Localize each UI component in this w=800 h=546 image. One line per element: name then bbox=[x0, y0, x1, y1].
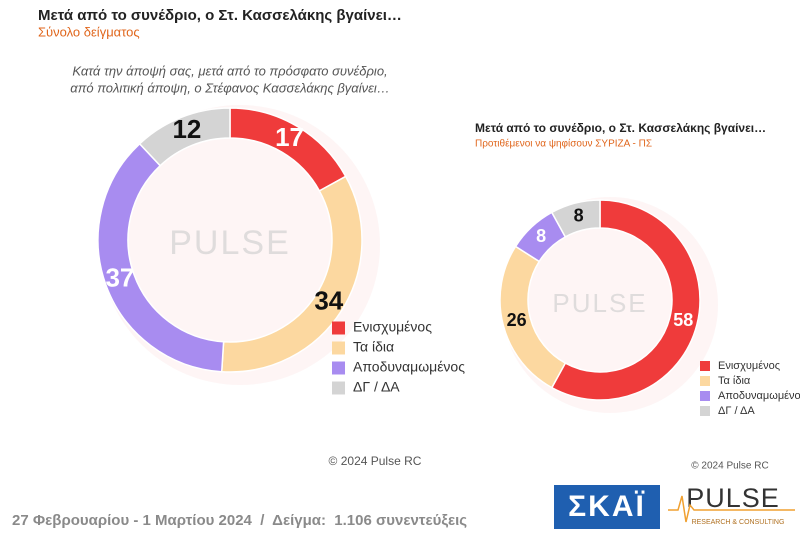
legend-swatch bbox=[332, 361, 345, 375]
data-label: 8 bbox=[574, 205, 584, 225]
data-label: 12 bbox=[172, 114, 201, 144]
question: Κατά την άποψή σας, μετά από το πρόσφατο… bbox=[72, 63, 387, 78]
chart-title: Μετά από το συνέδριο, ο Στ. Κασσελάκης β… bbox=[475, 121, 766, 135]
footer: 27 Φεβρουαρίου - 1 Μαρτίου 2024 / Δείγμα… bbox=[12, 512, 467, 529]
donut-slice bbox=[550, 199, 701, 401]
copyright: © 2024 Pulse RC bbox=[691, 461, 768, 472]
data-label: 8 bbox=[536, 226, 546, 246]
watermark: PULSE bbox=[552, 288, 647, 318]
pulse-logo-text: PULSE bbox=[686, 483, 780, 513]
skai-logo bbox=[554, 485, 660, 529]
question: από πολιτική άποψη, ο Στέφανος Κασσελάκη… bbox=[70, 80, 389, 95]
legend-swatch bbox=[700, 361, 710, 371]
legend-swatch bbox=[700, 376, 710, 386]
data-label: 17 bbox=[275, 122, 304, 152]
watermark: PULSE bbox=[169, 224, 291, 262]
legend-label: ΔΓ / ΔΑ bbox=[718, 405, 755, 417]
legend-swatch bbox=[332, 341, 345, 355]
legend-label: Αποδυναμωμένος bbox=[718, 390, 800, 402]
chart-title: Μετά από το συνέδριο, ο Στ. Κασσελάκης β… bbox=[38, 7, 402, 24]
pulse-logo-sub: RESEARCH & CONSULTING bbox=[692, 519, 785, 526]
data-label: 58 bbox=[673, 310, 693, 330]
legend-label: Ενισχυμένος bbox=[718, 360, 780, 372]
data-label: 26 bbox=[507, 310, 527, 330]
data-label: 34 bbox=[314, 286, 343, 316]
donut-slice bbox=[138, 107, 231, 167]
legend-swatch bbox=[700, 406, 710, 416]
skai-logo-text: ΣΚΑΪ bbox=[568, 490, 646, 523]
data-label: 37 bbox=[105, 263, 134, 293]
copyright: © 2024 Pulse RC bbox=[329, 454, 422, 468]
legend-label: Τα ίδια bbox=[353, 339, 394, 355]
legend-label: Τα ίδια bbox=[718, 375, 751, 387]
legend-swatch bbox=[700, 391, 710, 401]
legend-swatch bbox=[332, 321, 345, 335]
pulse-logo-line bbox=[668, 495, 795, 523]
legend-swatch bbox=[332, 381, 345, 395]
chart-subtitle: Σύνολο δείγματος bbox=[38, 24, 140, 39]
legend-label: Ενισχυμένος bbox=[353, 319, 432, 335]
donut-slice bbox=[550, 199, 601, 238]
legend-label: Αποδυναμωμένος bbox=[353, 359, 465, 375]
legend-label: ΔΓ / ΔΑ bbox=[353, 379, 400, 395]
chart-subtitle: Προτιθέμενοι να ψηφίσουν ΣΥΡΙΖΑ - ΠΣ bbox=[475, 138, 652, 150]
